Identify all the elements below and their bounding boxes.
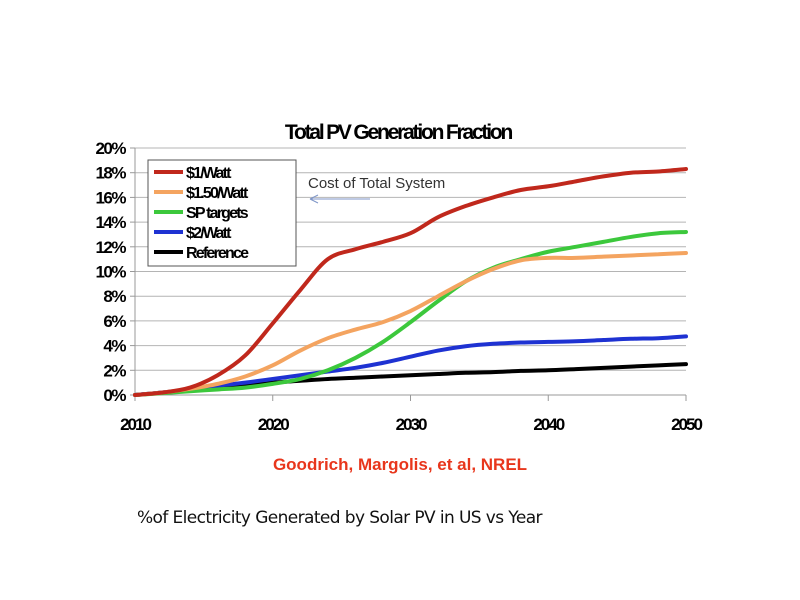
y-tick-label: 18% — [95, 164, 126, 183]
series-line-sp-targets — [133, 229, 688, 397]
legend: $1/Watt $1.50/Watt SP targets $2/Watt Refere… — [147, 159, 297, 267]
y-tick-label: 16% — [95, 188, 126, 207]
series-line-1-watt — [133, 166, 688, 397]
x-axis-ticks: 2010 2020 2030 2040 2050 — [120, 395, 704, 434]
caption: %of Electricity Generated by Solar PV in… — [137, 508, 543, 528]
source-credit: Goodrich, Margolis, et al, NREL — [272, 455, 528, 474]
y-tick-label: 8% — [103, 287, 126, 306]
y-tick-label: 10% — [95, 263, 126, 282]
y-axis-ticks: 0% 2% 4% 6% 8% 10% 12% 14% 16% 18% 20% — [95, 139, 135, 405]
annotation: Cost of Total System — [308, 175, 445, 204]
y-tick-label: 0% — [103, 386, 126, 405]
y-tick-label: 12% — [95, 238, 126, 257]
legend-label: Reference — [186, 245, 249, 262]
chart-title: Total PV Generation Fraction — [285, 121, 513, 144]
arrow-left-icon — [309, 194, 319, 204]
series-line-1-50-watt — [133, 250, 688, 397]
legend-item: $1/Watt — [154, 165, 234, 182]
y-tick-label: 6% — [103, 312, 126, 331]
legend-item: Reference — [154, 245, 251, 262]
y-tick-label: 2% — [103, 361, 126, 380]
y-tick-label: 20% — [95, 139, 126, 158]
legend-item: $2/Watt — [154, 225, 234, 242]
y-tick-label: 4% — [103, 337, 126, 356]
x-tick-label: 2050 — [671, 415, 702, 434]
series-lines — [133, 166, 688, 397]
legend-label: $1.50/Watt — [186, 185, 249, 202]
legend-item: $1.50/Watt — [154, 185, 251, 202]
x-tick-label: 2040 — [533, 415, 564, 434]
series-line-2-watt — [133, 334, 688, 397]
x-tick-label: 2020 — [258, 415, 289, 434]
x-tick-label: 2030 — [396, 415, 427, 434]
annotation-text: Cost of Total System — [308, 175, 445, 192]
legend-label: $2/Watt — [186, 225, 232, 242]
y-tick-label: 14% — [95, 213, 126, 232]
legend-label: $1/Watt — [186, 165, 232, 182]
series-line-reference — [133, 362, 688, 397]
legend-item: SP targets — [154, 205, 251, 222]
legend-label: SP targets — [186, 205, 249, 222]
x-tick-label: 2010 — [120, 415, 151, 434]
